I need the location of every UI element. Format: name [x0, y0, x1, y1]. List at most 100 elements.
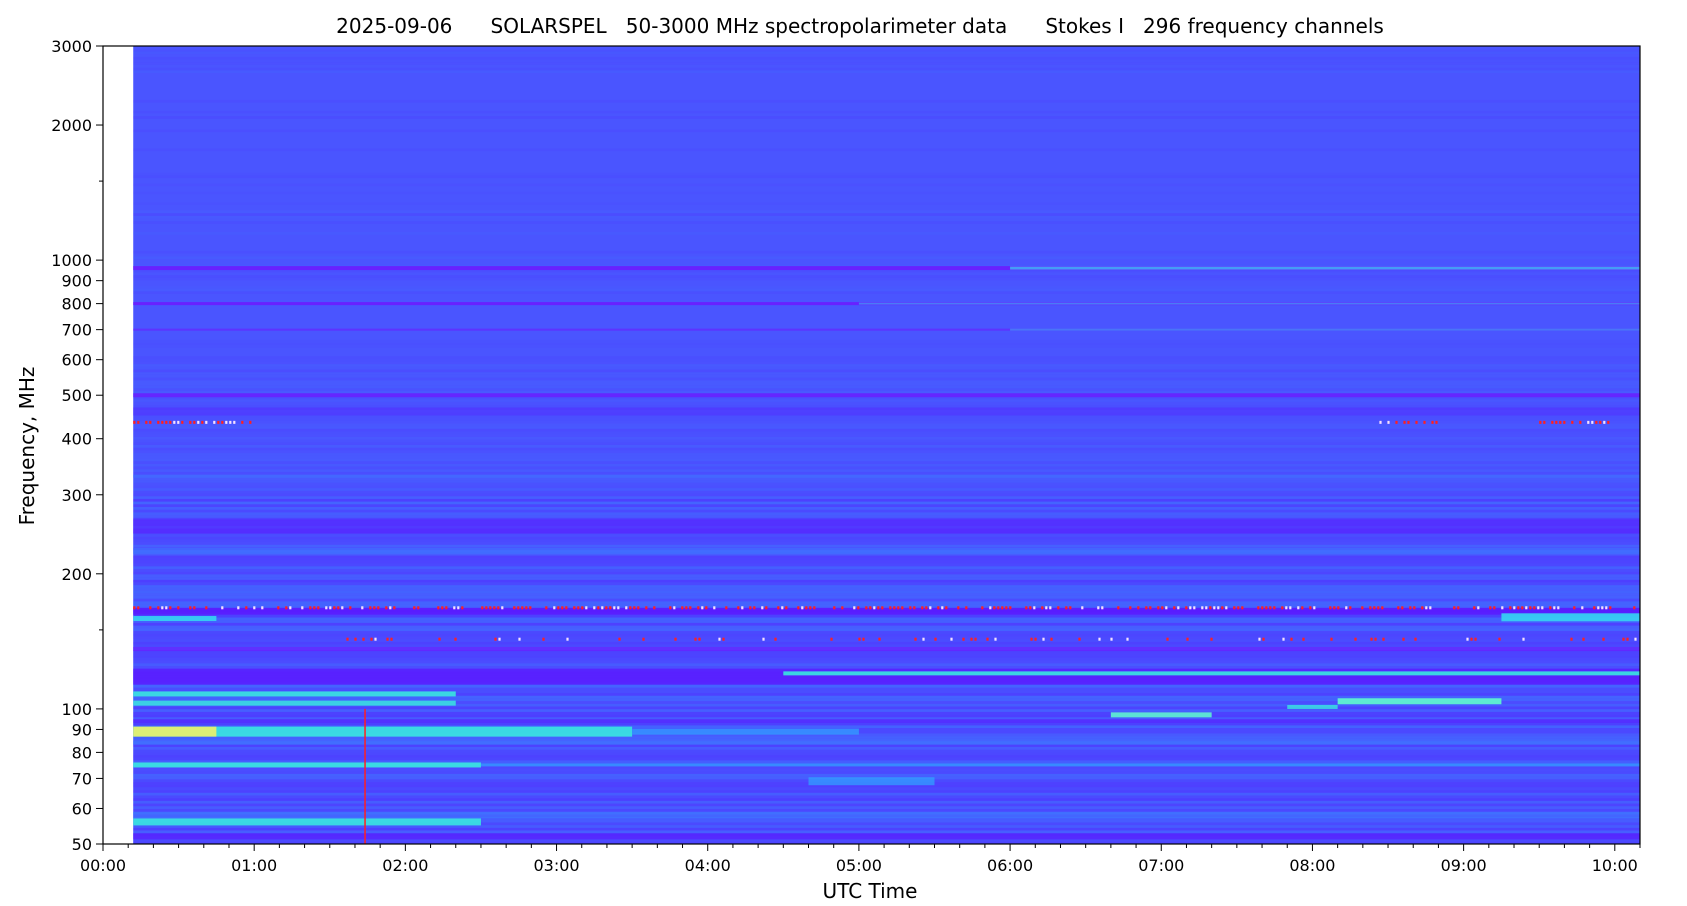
interference-dot: [785, 606, 788, 610]
interference-dot: [1573, 606, 1576, 610]
interference-dot: [741, 606, 744, 610]
interference-dot: [669, 606, 672, 610]
channel-texture: [133, 806, 1640, 809]
channel-texture: [133, 517, 1640, 521]
interference-dot: [685, 606, 688, 610]
interference-dot: [613, 606, 616, 610]
interference-dot: [377, 606, 380, 610]
channel-texture: [133, 428, 1640, 432]
interference-dot: [1425, 606, 1428, 610]
channel-texture: [133, 617, 1640, 621]
interference-dot: [618, 637, 621, 641]
channel-texture: [133, 388, 1640, 392]
y-tick-label: 2000: [51, 116, 92, 135]
interference-dot: [221, 420, 224, 424]
interference-dot: [777, 606, 780, 610]
interference-dot: [221, 606, 224, 610]
interference-dot: [241, 420, 244, 424]
interference-dot: [1457, 606, 1460, 610]
channel-texture: [133, 687, 1640, 691]
x-tick-label: 10:00: [1592, 856, 1638, 875]
interference-dot: [337, 606, 340, 610]
channel-texture: [133, 51, 1640, 55]
interference-dot: [413, 606, 416, 610]
frequency-band: [133, 691, 456, 697]
interference-dot: [346, 637, 349, 641]
channel-texture: [133, 99, 1640, 103]
interference-dot: [601, 606, 604, 610]
interference-dot: [561, 606, 564, 610]
interference-dot: [909, 606, 912, 610]
interference-dot: [1185, 606, 1188, 610]
interference-dot: [1301, 606, 1304, 610]
frequency-band: [133, 607, 1640, 615]
x-tick-label: 02:00: [382, 856, 428, 875]
interference-dot: [1034, 637, 1037, 641]
channel-texture: [133, 817, 1640, 820]
channel-texture: [133, 221, 1640, 224]
frequency-band: [133, 740, 1640, 745]
channel-texture: [133, 364, 1640, 367]
interference-dot: [1030, 637, 1033, 641]
channel-texture: [133, 339, 1640, 343]
interference-dot: [705, 606, 708, 610]
frequency-band: [133, 718, 1640, 723]
interference-dot: [1029, 606, 1032, 610]
channel-texture: [133, 291, 1640, 294]
interference-dot: [557, 606, 560, 610]
interference-dot: [749, 606, 752, 610]
interference-dot: [805, 606, 808, 610]
frequency-band: [133, 547, 1640, 554]
interference-dot: [181, 420, 184, 424]
interference-dot: [309, 606, 312, 610]
channel-texture: [133, 380, 1640, 383]
interference-dot: [501, 606, 504, 610]
channel-texture: [133, 496, 1640, 499]
interference-dot: [1415, 420, 1418, 424]
interference-dot: [1591, 420, 1594, 424]
interference-dot: [517, 606, 520, 610]
interference-dot: [1402, 637, 1405, 641]
interference-dot: [581, 606, 584, 610]
channel-texture: [133, 455, 1640, 459]
interference-dot: [897, 606, 900, 610]
channel-texture: [133, 488, 1640, 491]
interference-dot: [261, 606, 264, 610]
interference-dot: [1529, 606, 1532, 610]
interference-dot: [1041, 606, 1044, 610]
channel-texture: [133, 698, 1640, 702]
interference-dot: [713, 606, 716, 610]
channel-texture: [133, 504, 1640, 507]
interference-dot: [997, 606, 1000, 610]
y-tick-label: 70: [72, 769, 92, 788]
interference-dot: [1110, 637, 1113, 641]
frequency-band: [133, 616, 217, 622]
channel-texture: [133, 819, 1640, 823]
interference-dot: [1065, 606, 1068, 610]
channel-texture: [133, 356, 1640, 359]
interference-dot: [937, 606, 940, 610]
interference-dot: [1489, 606, 1492, 610]
frequency-band: [133, 328, 1640, 331]
interference-dot: [1429, 606, 1432, 610]
channel-texture: [133, 426, 1640, 429]
interference-dot: [1609, 606, 1612, 610]
channel-texture: [133, 717, 1640, 720]
x-tick-label: 01:00: [231, 856, 277, 875]
channel-texture: [133, 622, 1640, 626]
interference-dot: [1595, 420, 1598, 424]
x-tick-label: 04:00: [685, 856, 731, 875]
interference-dot: [1466, 637, 1469, 641]
channel-texture: [133, 585, 1640, 588]
channel-texture: [133, 730, 1640, 734]
channel-texture: [133, 361, 1640, 365]
channel-texture: [133, 555, 1640, 559]
interference-dot: [1009, 606, 1012, 610]
interference-dot: [169, 606, 172, 610]
channel-texture: [133, 666, 1640, 669]
frequency-band: [133, 812, 1640, 819]
interference-dot: [1117, 606, 1120, 610]
interference-dot: [489, 606, 492, 610]
channel-texture: [133, 542, 1640, 545]
